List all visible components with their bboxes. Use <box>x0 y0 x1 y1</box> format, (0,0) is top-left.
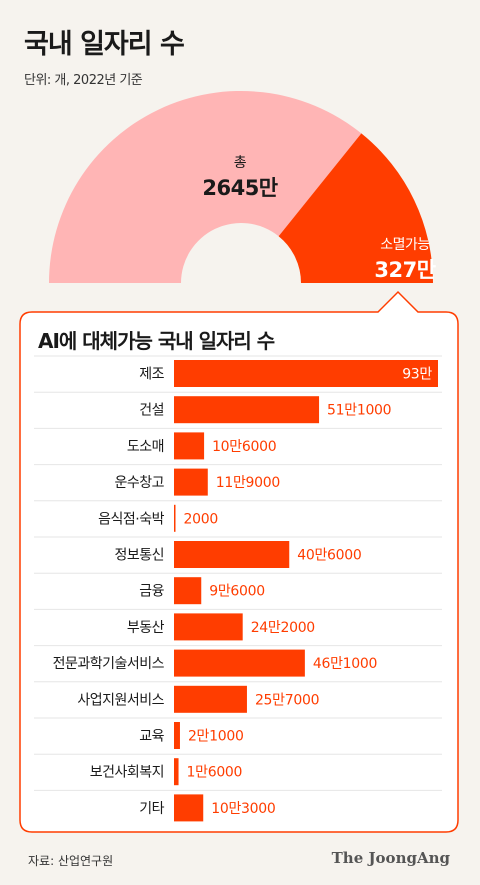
category-label: 전문과학기술서비스 <box>53 656 165 672</box>
bar <box>174 685 247 713</box>
bar-chart-title: AI에 대체가능 국내 일자리 수 <box>38 329 275 353</box>
value-label: 93만 <box>402 367 432 383</box>
bar <box>174 468 208 496</box>
category-label: 사업지원서비스 <box>77 692 164 708</box>
category-label: 부동산 <box>127 620 165 636</box>
category-label: 교육 <box>139 729 164 745</box>
value-label: 40만6000 <box>297 548 361 564</box>
category-label: 제조 <box>139 367 164 383</box>
bar <box>174 432 205 460</box>
value-label: 51만1000 <box>327 403 391 419</box>
value-label: 24만2000 <box>251 620 315 636</box>
category-label: 정보통신 <box>114 548 164 564</box>
donut-segment-removable <box>278 133 433 283</box>
donut-segment-total <box>49 91 362 283</box>
category-label: 운수창고 <box>114 475 164 491</box>
category-label: 기타 <box>139 801 164 817</box>
bar <box>174 794 204 822</box>
value-label: 2000 <box>184 511 218 527</box>
value-label: 25만7000 <box>255 692 319 708</box>
value-label: 11만9000 <box>216 475 280 491</box>
bar <box>174 722 180 749</box>
value-label: 10만6000 <box>212 439 276 455</box>
bar <box>174 577 202 605</box>
semi-donut-chart <box>49 91 433 283</box>
category-label: 금융 <box>139 584 164 600</box>
total-label: 총 <box>233 155 247 171</box>
removable-label: 소멸가능 <box>380 237 430 253</box>
value-label: 10만3000 <box>211 801 275 817</box>
bar <box>174 613 243 641</box>
total-value: 2645만 <box>202 176 278 200</box>
unit-note: 단위: 개, 2022년 기준 <box>24 73 143 88</box>
bar <box>174 758 179 786</box>
value-label: 2만1000 <box>188 729 244 745</box>
bar <box>174 504 176 532</box>
bar <box>174 541 290 568</box>
bar <box>174 360 438 387</box>
value-label: 1만6000 <box>187 765 243 781</box>
value-label: 9만6000 <box>209 584 265 600</box>
category-label: 도소매 <box>127 439 164 455</box>
category-label: 음식점·숙박 <box>98 511 164 527</box>
bar <box>174 649 305 677</box>
bar <box>174 396 320 424</box>
brand-logo: The JoongAng <box>331 849 450 867</box>
value-label: 46만1000 <box>313 656 377 672</box>
removable-value: 327만 <box>374 258 436 282</box>
category-label: 보건사회복지 <box>90 765 164 781</box>
page-title: 국내 일자리 수 <box>24 29 185 60</box>
category-label: 건설 <box>139 403 164 419</box>
source-note: 자료: 산업연구원 <box>28 854 114 868</box>
